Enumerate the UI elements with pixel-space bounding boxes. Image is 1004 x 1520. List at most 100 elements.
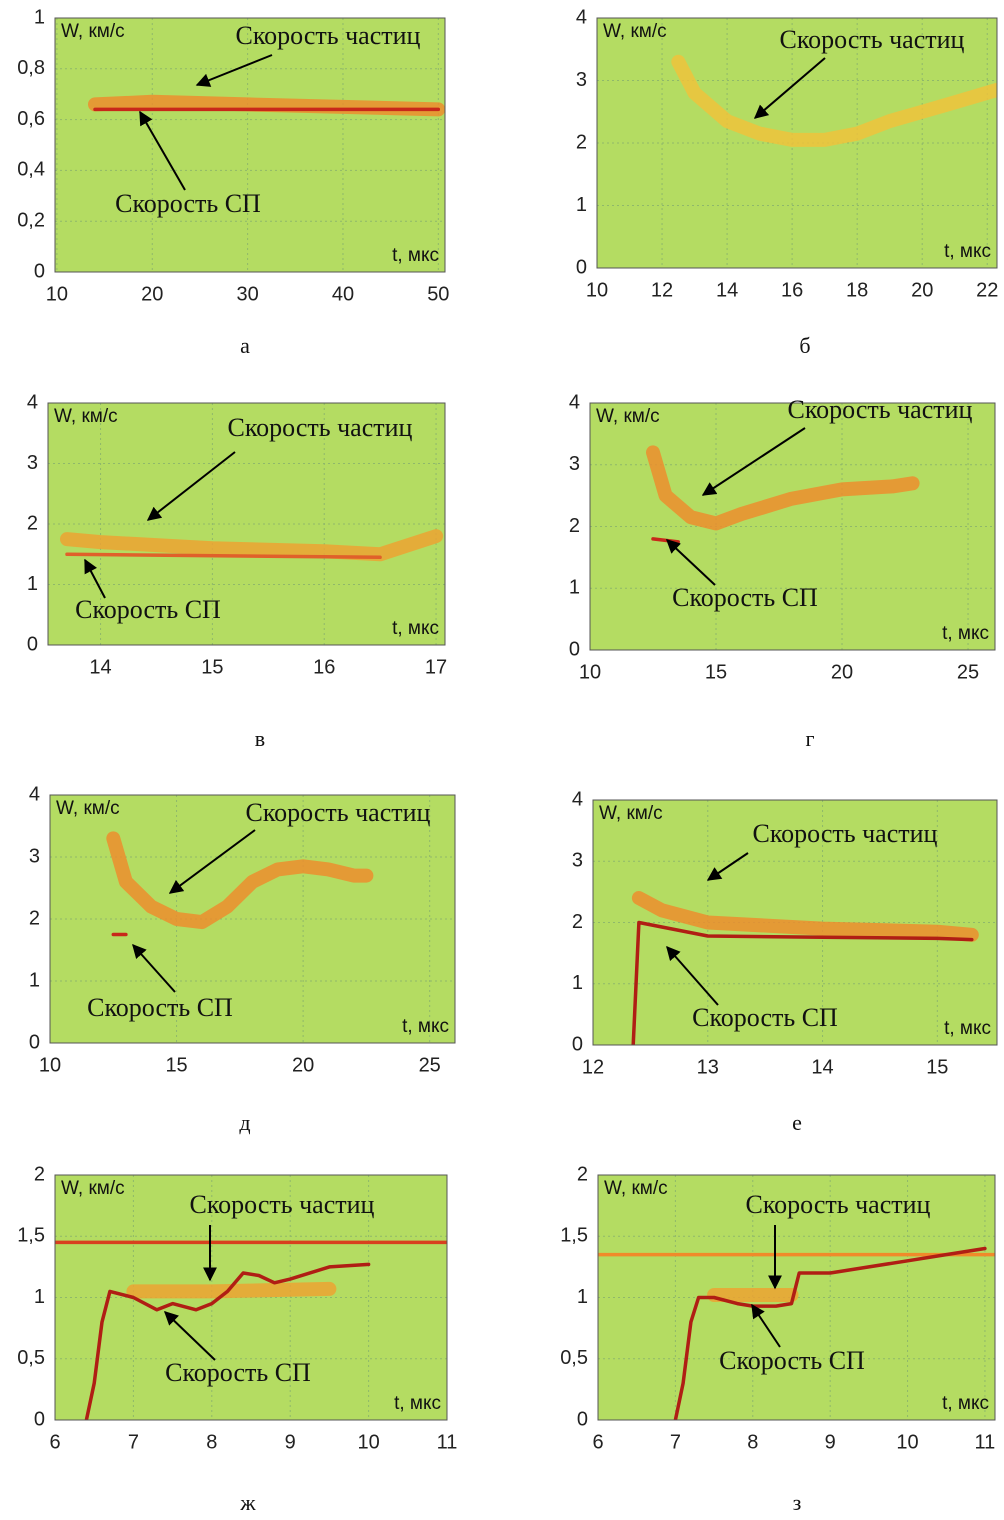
x-tick-label: 9: [285, 1431, 296, 1453]
x-tick-label: 25: [419, 1054, 441, 1076]
plot-area: [55, 18, 445, 272]
y-axis-label: W, км/с: [603, 21, 667, 42]
x-tick-label: 11: [975, 1431, 996, 1453]
y-tick-label: 3: [29, 845, 40, 867]
annotation-arrow: [132, 943, 176, 993]
y-tick-label: 0: [34, 260, 45, 282]
annotation: Скорость частиц: [788, 395, 973, 424]
particle-band: [126, 1281, 337, 1299]
annotation-arrow: [146, 451, 236, 521]
x-tick-label: 14: [716, 279, 738, 301]
x-tick-label: 16: [313, 656, 335, 678]
annotation-arrow: [168, 829, 256, 894]
plot-lines: [671, 54, 997, 147]
y-axis-label: W, км/с: [596, 406, 660, 427]
x-axis-label: t, мкс: [944, 241, 991, 262]
x-tick-label: 8: [206, 1431, 217, 1453]
y-tick-label: 0,6: [17, 108, 45, 130]
x-tick-label: 10: [357, 1431, 379, 1453]
x-tick-label: 14: [89, 656, 111, 678]
plot-lines: [60, 529, 444, 562]
particle-band: [60, 529, 444, 562]
x-axis-label: t, мкс: [942, 1393, 989, 1414]
annotation: Скорость СП: [719, 1346, 865, 1375]
annotation: Скорость СП: [75, 595, 221, 624]
plot-frame: [49, 794, 456, 1044]
particle-band: [631, 891, 979, 942]
caption: ж: [239, 1490, 256, 1515]
x-tick-label: 8: [747, 1431, 758, 1453]
annotation-arrow: [84, 558, 106, 599]
y-axis-label: W, км/с: [599, 803, 663, 824]
annotation-arrow: [163, 1311, 216, 1361]
plot-frame: [596, 17, 998, 269]
y-tick-label: 0: [577, 1408, 588, 1430]
caption: е: [792, 1110, 802, 1135]
x-tick-label: 50: [427, 283, 449, 305]
x-tick-label: 13: [697, 1056, 719, 1078]
y-tick-label: 2: [572, 911, 583, 933]
y-tick-label: 3: [572, 850, 583, 872]
y-axis-label: W, км/с: [604, 1178, 668, 1199]
y-tick-label: 2: [27, 512, 38, 534]
x-axis-label: t, мкс: [402, 1016, 449, 1037]
x-tick-label: 12: [651, 279, 673, 301]
annotation: Скорость частиц: [753, 819, 938, 848]
annotation: Скорость частиц: [190, 1190, 375, 1219]
sp-line: [84, 1262, 371, 1420]
particle-band: [106, 831, 374, 930]
x-tick-label: 10: [896, 1431, 918, 1453]
y-tick-label: 0: [572, 1033, 583, 1055]
x-tick-label: 15: [201, 656, 223, 678]
plot-area: [590, 403, 995, 650]
x-tick-label: 40: [332, 283, 354, 305]
y-tick-label: 1: [572, 972, 583, 994]
x-axis-label: t, мкс: [392, 245, 439, 266]
annotation-arrow: [701, 427, 806, 496]
x-tick-label: 25: [957, 661, 979, 683]
annotation: Скорость СП: [87, 993, 233, 1022]
x-tick-label: 15: [165, 1054, 187, 1076]
y-tick-label: 2: [577, 1163, 588, 1185]
y-tick-label: 1: [576, 194, 587, 216]
caption: з: [793, 1490, 802, 1515]
plot-lines: [55, 1240, 447, 1420]
y-tick-label: 1: [34, 6, 45, 28]
x-axis-label: t, мкс: [944, 1018, 991, 1039]
y-tick-label: 4: [29, 783, 40, 805]
caption: б: [799, 333, 810, 358]
x-tick-label: 20: [292, 1054, 314, 1076]
plot-frame: [54, 1174, 448, 1421]
y-tick-label: 2: [569, 515, 580, 537]
annotation-arrow: [753, 57, 826, 119]
x-tick-label: 11: [437, 1431, 458, 1453]
x-tick-label: 10: [46, 283, 68, 305]
y-axis-label: W, км/с: [61, 21, 125, 42]
plot-frame: [589, 402, 996, 651]
sp-line: [631, 920, 974, 1045]
y-tick-label: 1: [34, 1286, 45, 1308]
x-tick-label: 22: [976, 279, 998, 301]
caption: а: [240, 333, 250, 358]
plot-frame: [47, 402, 446, 646]
annotation-arrow: [751, 1303, 781, 1348]
x-tick-label: 16: [781, 279, 803, 301]
y-tick-label: 1,5: [17, 1225, 45, 1247]
y-tick-label: 0: [27, 633, 38, 655]
annotation-arrow: [139, 110, 186, 191]
plot-frame: [54, 17, 446, 273]
y-tick-label: 4: [576, 6, 587, 28]
x-tick-label: 10: [586, 279, 608, 301]
sp-line: [673, 1246, 987, 1420]
y-tick-label: 4: [569, 391, 580, 413]
plot-lines: [631, 891, 979, 1045]
y-tick-label: 4: [27, 391, 38, 413]
y-tick-label: 3: [569, 453, 580, 475]
annotation-arrow: [195, 54, 273, 87]
annotation-arrow: [666, 945, 719, 1006]
x-tick-label: 10: [579, 661, 601, 683]
annotation: Скорость частиц: [236, 21, 421, 50]
y-tick-label: 0,4: [17, 159, 45, 181]
y-axis-label: W, км/с: [54, 406, 118, 427]
y-tick-label: 0: [569, 638, 580, 660]
